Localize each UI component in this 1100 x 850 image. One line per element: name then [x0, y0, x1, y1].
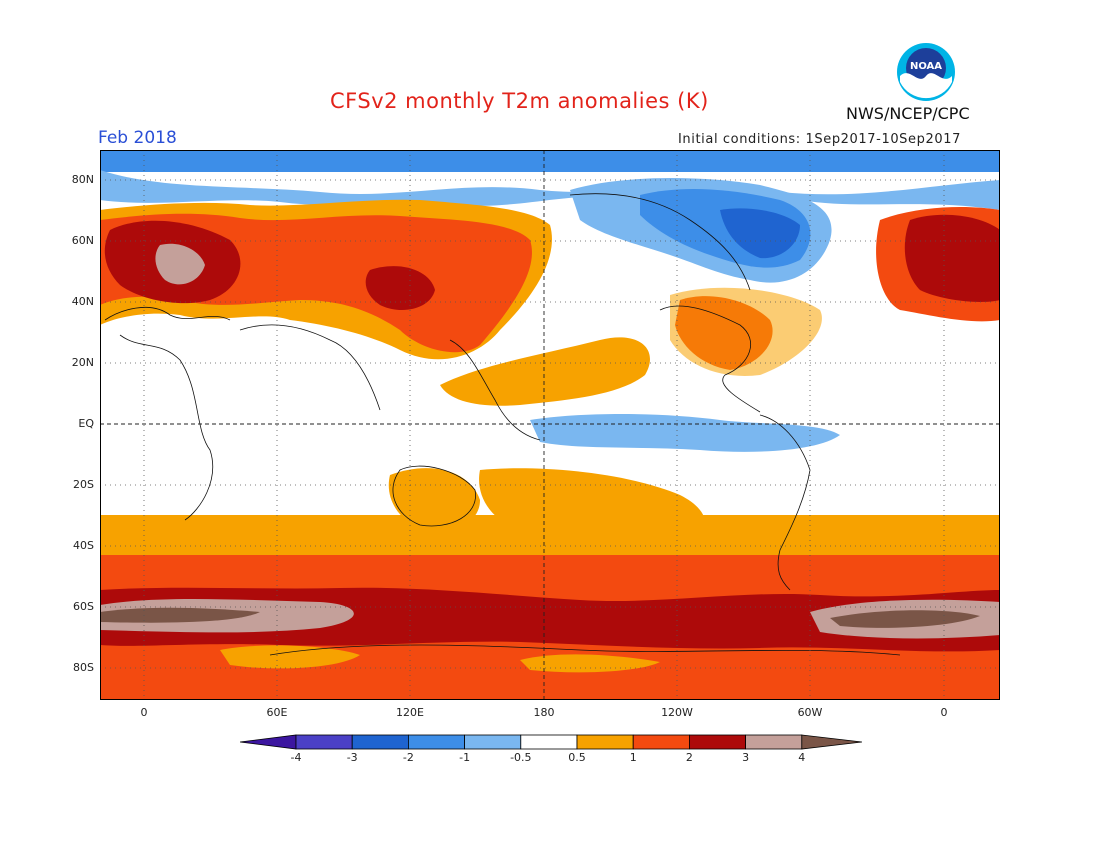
europe-extreme-core: [155, 243, 205, 285]
lat-label-80n: 80N: [71, 173, 94, 186]
lon-label-0-west: 0: [140, 706, 148, 719]
colorbar-cell: [351, 734, 409, 750]
agency-label: NWS/NCEP/CPC: [846, 104, 970, 123]
lat-label-80s: 80S: [73, 661, 94, 674]
lon-label-60e: 60E: [266, 706, 288, 719]
colorbar-cell: [745, 734, 803, 750]
colorbar-tick-label: -3: [346, 751, 358, 764]
colorbar-tick-label: 2: [685, 751, 693, 764]
southern-ocean-extreme-east-core: [830, 610, 980, 628]
pacific-warm-band: [440, 337, 650, 406]
lon-label-120w: 120W: [661, 706, 693, 719]
colorbar-tick-label: 3: [742, 751, 750, 764]
arctic-light-blue: [100, 170, 1000, 210]
australia-warm: [388, 468, 480, 531]
colorbar-cell: [407, 734, 465, 750]
colorbar-tick-label: 1: [629, 751, 637, 764]
lon-label-180: 180: [533, 706, 555, 719]
lat-label-20n: 20N: [71, 356, 94, 369]
lat-label-60n: 60N: [71, 234, 94, 247]
canada-coldest: [720, 208, 800, 259]
grid-lines: [100, 150, 1000, 700]
colorbar-tick-label: 4: [798, 751, 806, 764]
asia-hot-core: [365, 266, 435, 310]
colorbar: [240, 734, 862, 750]
colorbar-cell: [632, 734, 690, 750]
colorbar-cell: [576, 734, 634, 750]
colorbar-tick-label: 0.5: [568, 751, 586, 764]
equatorial-cool-band: [530, 414, 840, 452]
colorbar-cell: [295, 734, 353, 750]
chart-title: CFSv2 monthly T2m anomalies (K): [330, 89, 709, 113]
colorbar-cell: [464, 734, 522, 750]
colorbar-arrow-high: [801, 734, 862, 750]
colorbar-tick-label: -0.5: [510, 751, 532, 764]
valid-period: Feb 2018: [98, 128, 177, 148]
lat-label-60s: 60S: [73, 600, 94, 613]
lat-label-20s: 20S: [73, 478, 94, 491]
lat-label-40s: 40S: [73, 539, 94, 552]
initial-conditions: Initial conditions: 1Sep2017-10Sep2017: [678, 132, 961, 147]
southern-orange-band: [100, 515, 1000, 555]
colorbar-cell: [688, 734, 746, 750]
map-border: [100, 150, 1000, 700]
colorbar-tick-label: -1: [459, 751, 471, 764]
lon-label-120e: 120E: [396, 706, 424, 719]
lon-label-0-east: 0: [940, 706, 948, 719]
lat-label-eq: EQ: [78, 417, 94, 430]
coastlines: [104, 193, 901, 656]
colorbar-tick-label: -2: [402, 751, 414, 764]
noaa-logo-icon: NOAA: [897, 43, 955, 101]
colorbar-cell: [520, 734, 578, 750]
europe-repeat-hot: [904, 214, 1000, 302]
colorbar-tick-label: -4: [290, 751, 302, 764]
arctic-cold-band: [100, 150, 1000, 172]
svg-text:NOAA: NOAA: [910, 61, 942, 72]
lat-label-40n: 40N: [71, 295, 94, 308]
lon-label-60w: 60W: [797, 706, 823, 719]
anomaly-map: [100, 150, 1000, 700]
antarctica-orange-patch: [220, 645, 360, 669]
colorbar-arrow-low: [240, 734, 297, 750]
us-warm-halo: [670, 287, 822, 376]
southern-ocean-extreme-core: [100, 607, 260, 623]
